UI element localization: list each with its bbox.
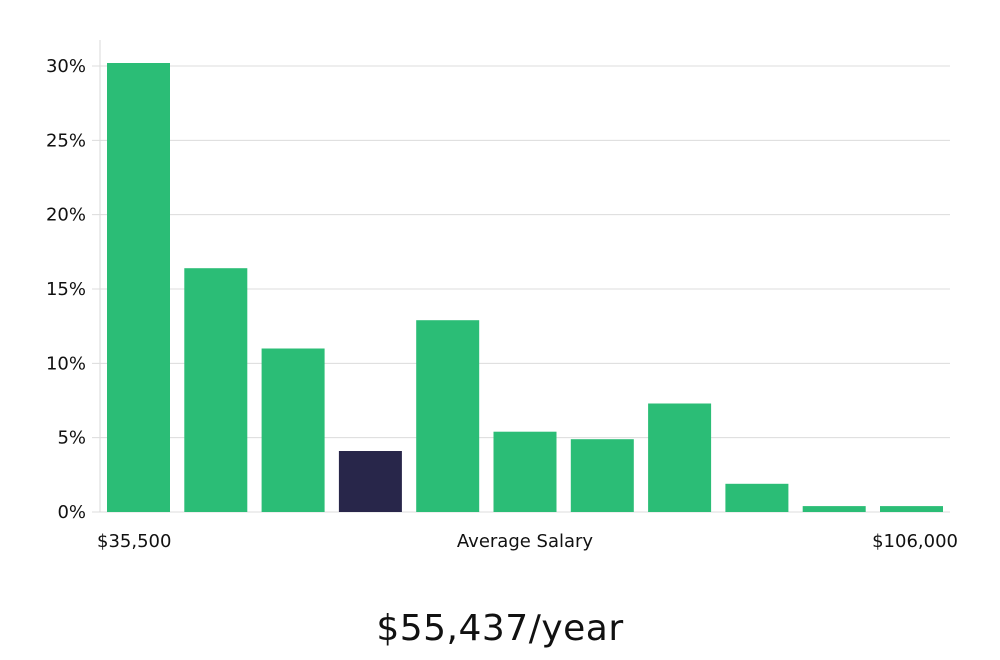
salary-histogram-chart: 0% 5% 10% 15% 20% 25% 30% $35,500 Average Sala… bbox=[46, 40, 958, 552]
bar bbox=[107, 63, 170, 512]
bar bbox=[725, 483, 789, 512]
x-max-label: $106,000 bbox=[872, 531, 958, 552]
y-tick-label: 30% bbox=[46, 56, 86, 77]
bars bbox=[107, 63, 943, 512]
y-tick-label: 0% bbox=[57, 502, 86, 523]
y-tick-label: 25% bbox=[46, 130, 86, 151]
bar bbox=[184, 268, 248, 512]
bar bbox=[802, 506, 866, 512]
y-tick-label: 20% bbox=[46, 205, 86, 226]
y-tick-label: 15% bbox=[46, 279, 86, 300]
bar bbox=[261, 348, 325, 512]
bar bbox=[880, 506, 943, 512]
y-tick-label: 10% bbox=[46, 353, 86, 374]
y-tick-label: 5% bbox=[57, 428, 86, 449]
bar bbox=[493, 431, 557, 512]
bar bbox=[570, 439, 634, 512]
average-salary-value: $55,437/year bbox=[376, 608, 624, 649]
bar bbox=[648, 403, 712, 512]
y-tick-labels: 0% 5% 10% 15% 20% 25% 30% bbox=[46, 56, 86, 523]
bar bbox=[416, 320, 480, 512]
x-axis-title: Average Salary bbox=[457, 531, 594, 552]
x-min-label: $35,500 bbox=[97, 531, 171, 552]
bar-highlighted bbox=[338, 451, 402, 512]
